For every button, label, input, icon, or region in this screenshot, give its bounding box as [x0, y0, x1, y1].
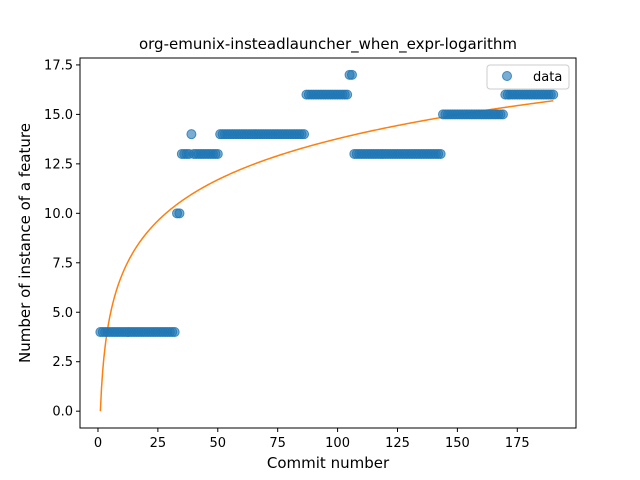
y-tick-label: 0.0 — [52, 405, 73, 420]
x-tick-label: 150 — [445, 436, 470, 451]
legend: data — [486, 64, 570, 90]
y-tick-label: 17.5 — [44, 58, 73, 73]
x-tick-label: 125 — [385, 436, 410, 451]
y-tick-label: 5.0 — [52, 306, 73, 321]
data-point — [299, 129, 310, 140]
data-point — [346, 69, 357, 80]
data-points-layer — [95, 69, 559, 338]
data-point — [186, 129, 197, 140]
y-ticks: 0.0 2.5 5.0 7.5 10.0 12.5 15.0 17.5 — [44, 58, 80, 420]
x-tick-label: 75 — [269, 436, 286, 451]
data-point — [548, 89, 559, 100]
x-tick-label: 0 — [94, 436, 102, 451]
data-point — [169, 327, 180, 338]
chart-title: org-emunix-insteadlauncher_when_expr-log… — [139, 35, 517, 54]
data-point — [174, 208, 185, 219]
x-tick-label: 100 — [325, 436, 350, 451]
x-tick-label: 50 — [210, 436, 227, 451]
x-tick-label: 25 — [150, 436, 167, 451]
y-tick-label: 10.0 — [44, 207, 73, 222]
legend-marker-data — [502, 71, 512, 81]
legend-label-data: data — [533, 70, 562, 85]
data-point — [342, 89, 353, 100]
y-axis-label: Number of instance of a feature — [16, 123, 34, 363]
y-tick-label: 12.5 — [44, 157, 73, 172]
y-tick-label: 15.0 — [44, 108, 73, 123]
data-point — [212, 148, 223, 159]
x-ticks: 0 25 50 75 100 125 150 175 — [94, 428, 530, 451]
plot-area — [80, 58, 576, 428]
data-point — [435, 148, 446, 159]
x-axis-label: Commit number — [267, 454, 390, 472]
legend-box — [486, 64, 570, 90]
y-tick-label: 7.5 — [52, 256, 73, 271]
data-point — [497, 109, 508, 120]
plot-frame — [79, 57, 577, 429]
x-tick-label: 175 — [505, 436, 530, 451]
y-tick-label: 2.5 — [52, 355, 73, 370]
